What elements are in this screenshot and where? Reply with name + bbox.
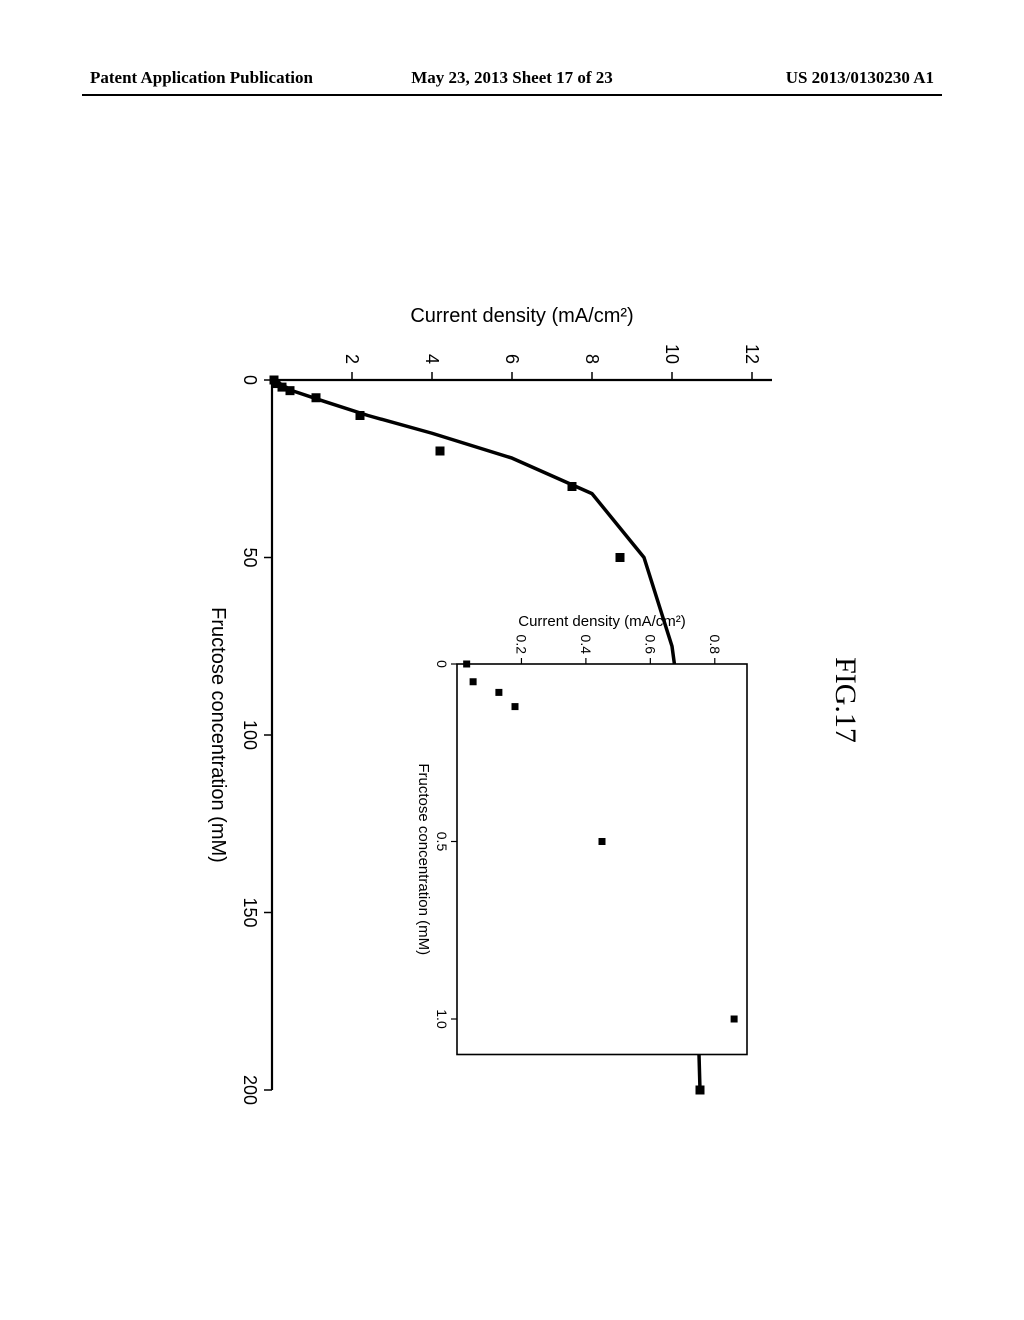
header-right: US 2013/0130230 A1 [786,68,934,88]
chart-svg: 2 4 6 8 10 12 0 50 100 150 200 Current density (mA/… [192,290,792,1110]
svg-text:50: 50 [240,547,260,567]
svg-text:200: 200 [240,1075,260,1105]
svg-text:1.0: 1.0 [434,1009,450,1029]
svg-text:8: 8 [582,354,602,364]
svg-text:0.6: 0.6 [642,635,658,655]
svg-text:12: 12 [742,344,762,364]
svg-text:10: 10 [662,344,682,364]
svg-text:Fructose concentration (mM): Fructose concentration (mM) [207,607,229,863]
svg-text:Current density (mA/cm²): Current density (mA/cm²) [410,305,633,327]
svg-text:Current density (mA/cm²): Current density (mA/cm²) [518,613,686,630]
svg-text:150: 150 [240,897,260,927]
svg-text:6: 6 [502,354,522,364]
svg-text:0: 0 [240,375,260,385]
svg-text:0.5: 0.5 [434,832,450,852]
svg-text:4: 4 [422,354,442,364]
svg-text:0.8: 0.8 [707,635,723,655]
svg-text:0.2: 0.2 [513,635,529,655]
header-rule [82,94,942,96]
svg-text:100: 100 [240,720,260,750]
header-left: Patent Application Publication [90,68,313,88]
figure-rotated: FIG.17 2 4 6 8 10 12 0 50 100 150 200 Current densi… [162,250,862,1150]
svg-text:0.4: 0.4 [578,635,594,655]
page: Patent Application Publication May 23, 2… [0,0,1024,1320]
page-header: Patent Application Publication May 23, 2… [0,68,1024,92]
header-center: May 23, 2013 Sheet 17 of 23 [411,68,613,88]
figure-caption: FIG.17 [828,657,862,743]
svg-text:2: 2 [342,354,362,364]
svg-text:Fructose concentration (mM): Fructose concentration (mM) [415,763,432,955]
svg-text:0: 0 [434,660,450,668]
